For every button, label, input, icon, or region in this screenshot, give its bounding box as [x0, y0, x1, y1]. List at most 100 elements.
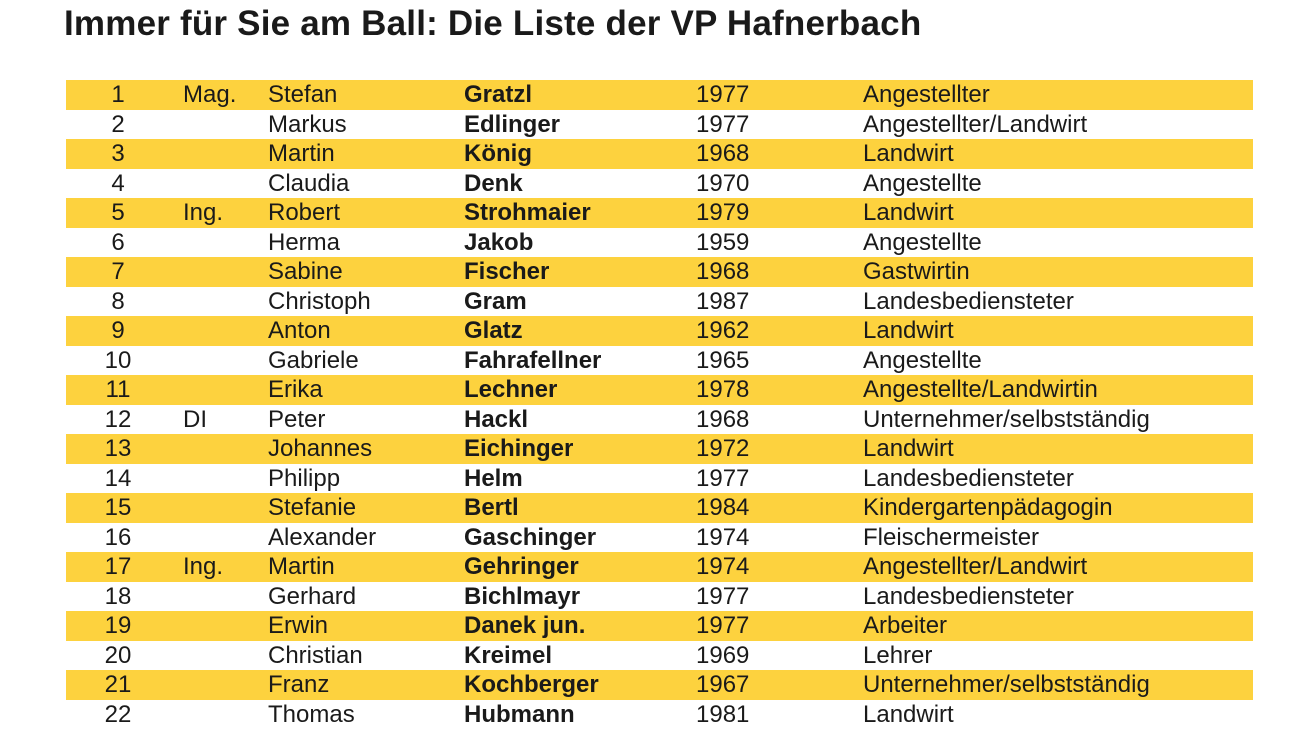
candidate-last-name: Edlinger [464, 110, 561, 138]
candidate-occupation: Landesbediensteter [863, 582, 1074, 610]
candidate-first-name: Philipp [268, 464, 341, 492]
candidate-occupation: Angestellte [863, 346, 982, 374]
candidate-row: 18 Gerhard Bichlmayr 1977 Landesbediensteter [66, 582, 1253, 612]
candidate-occupation: Landesbediensteter [863, 287, 1074, 315]
candidate-first-name: Franz [268, 671, 330, 698]
candidate-row: 11 Erika Lechner 1978 Angestellte/Landwirtin [66, 375, 1253, 405]
candidate-occupation: Kindergartenpädagogin [863, 494, 1113, 521]
candidate-academic-title: Ing. [183, 199, 224, 226]
candidate-row: 16 Alexander Gaschinger 1974 Fleischermeiste… [66, 523, 1253, 553]
candidate-row: 14 Philipp Helm 1977 Landesbediensteter [66, 464, 1253, 494]
candidate-number: 2 [111, 110, 125, 138]
candidate-last-name: Gram [464, 287, 527, 315]
candidate-first-name: Stefanie [268, 494, 357, 521]
candidate-birth-year: 1981 [696, 700, 750, 728]
candidate-last-name: Glatz [464, 317, 523, 344]
candidate-occupation: Lehrer [863, 641, 933, 669]
candidate-last-name: Kochberger [464, 671, 599, 698]
candidate-row: 10 Gabriele Fahrafellner 1965 Angestellte [66, 346, 1253, 376]
candidate-occupation: Angestellte [863, 169, 982, 197]
candidate-row: 21 Franz Kochberger 1967 Unternehmer/selbsts… [66, 670, 1253, 700]
candidate-birth-year: 1977 [696, 582, 750, 610]
candidate-first-name: Martin [268, 140, 335, 167]
candidate-occupation: Landesbediensteter [863, 464, 1074, 492]
candidate-number: 10 [104, 346, 132, 374]
candidate-first-name: Anton [268, 317, 331, 344]
candidate-birth-year: 1972 [696, 435, 750, 462]
candidate-row: 15 Stefanie Bertl 1984 Kindergartenpädagogin [66, 493, 1253, 523]
candidate-number: 21 [104, 671, 132, 698]
candidate-row: 12 DI Peter Hackl 1968 Unternehmer/selbststän… [66, 405, 1253, 435]
candidate-first-name: Erika [268, 376, 323, 403]
candidate-row: 9 Anton Glatz 1962 Landwirt [66, 316, 1253, 346]
candidate-number: 15 [104, 494, 132, 521]
candidate-number: 6 [111, 228, 125, 256]
candidate-row: 22 Thomas Hubmann 1981 Landwirt [66, 700, 1253, 729]
candidate-birth-year: 1967 [696, 671, 750, 698]
candidate-occupation: Angestellter [863, 81, 990, 108]
candidate-list: 1 Mag. Stefan Gratzl 1977 Angestellter 2 Markus… [66, 80, 1253, 729]
candidate-occupation: Landwirt [863, 317, 954, 344]
candidate-last-name: Fahrafellner [464, 346, 602, 374]
candidate-occupation: Unternehmer/selbstständig [863, 405, 1150, 433]
candidate-birth-year: 1970 [696, 169, 750, 197]
candidate-occupation: Landwirt [863, 140, 954, 167]
candidate-first-name: Alexander [268, 523, 377, 551]
candidate-last-name: Eichinger [464, 435, 574, 462]
candidate-last-name: Gaschinger [464, 523, 597, 551]
candidate-birth-year: 1977 [696, 464, 750, 492]
candidate-last-name: Hubmann [464, 700, 575, 728]
candidate-academic-title: Mag. [183, 81, 237, 108]
candidate-number: 14 [104, 464, 132, 492]
candidate-row: 20 Christian Kreimel 1969 Lehrer [66, 641, 1253, 671]
candidate-occupation: Fleischermeister [863, 523, 1040, 551]
candidate-first-name: Christian [268, 641, 363, 669]
candidate-first-name: Thomas [268, 700, 355, 728]
candidate-first-name: Markus [268, 110, 347, 138]
candidate-row: 17 Ing. Martin Gehringer 1974 Angestellter/La… [66, 552, 1253, 582]
candidate-last-name: König [464, 140, 532, 167]
candidate-occupation: Arbeiter [863, 612, 948, 639]
candidate-row: 13 Johannes Eichinger 1972 Landwirt [66, 434, 1253, 464]
candidate-number: 18 [104, 582, 132, 610]
candidate-last-name: Strohmaier [464, 199, 591, 226]
candidate-first-name: Erwin [268, 612, 329, 639]
candidate-first-name: Gabriele [268, 346, 359, 374]
candidate-occupation: Gastwirtin [863, 258, 970, 285]
candidate-occupation: Angestellte/Landwirtin [863, 376, 1098, 403]
candidate-last-name: Danek jun. [464, 612, 586, 639]
candidate-last-name: Helm [464, 464, 523, 492]
candidate-number: 5 [111, 199, 125, 226]
candidate-occupation: Angestellter/Landwirt [863, 110, 1088, 138]
candidate-occupation: Landwirt [863, 199, 954, 226]
candidate-last-name: Jakob [464, 228, 534, 256]
candidate-first-name: Johannes [268, 435, 373, 462]
candidate-birth-year: 1968 [696, 405, 750, 433]
candidate-number: 4 [111, 169, 125, 197]
candidate-number: 19 [104, 612, 132, 639]
candidate-birth-year: 1962 [696, 317, 750, 344]
candidate-row: 19 Erwin Danek jun. 1977 Arbeiter [66, 611, 1253, 641]
candidate-number: 20 [104, 641, 132, 669]
candidate-birth-year: 1984 [696, 494, 750, 521]
candidate-number: 16 [104, 523, 132, 551]
candidate-birth-year: 1959 [696, 228, 750, 256]
candidate-number: 8 [111, 287, 125, 315]
candidate-first-name: Herma [268, 228, 341, 256]
candidate-number: 13 [104, 435, 132, 462]
candidate-number: 12 [104, 405, 132, 433]
candidate-row: 4 Claudia Denk 1970 Angestellte [66, 169, 1253, 199]
candidate-row: 1 Mag. Stefan Gratzl 1977 Angestellter [66, 80, 1253, 110]
candidate-last-name: Bichlmayr [464, 582, 581, 610]
candidate-first-name: Sabine [268, 258, 343, 285]
candidate-number: 7 [111, 258, 125, 285]
candidate-birth-year: 1969 [696, 641, 750, 669]
candidate-row: 2 Markus Edlinger 1977 Angestellter/Landwirt [66, 110, 1253, 140]
candidate-occupation: Angestellte [863, 228, 982, 256]
candidate-last-name: Fischer [464, 258, 550, 285]
candidate-first-name: Christoph [268, 287, 371, 315]
candidate-birth-year: 1977 [696, 81, 750, 108]
candidate-number: 11 [105, 376, 131, 403]
candidate-birth-year: 1974 [696, 523, 750, 551]
candidate-number: 9 [111, 317, 125, 344]
